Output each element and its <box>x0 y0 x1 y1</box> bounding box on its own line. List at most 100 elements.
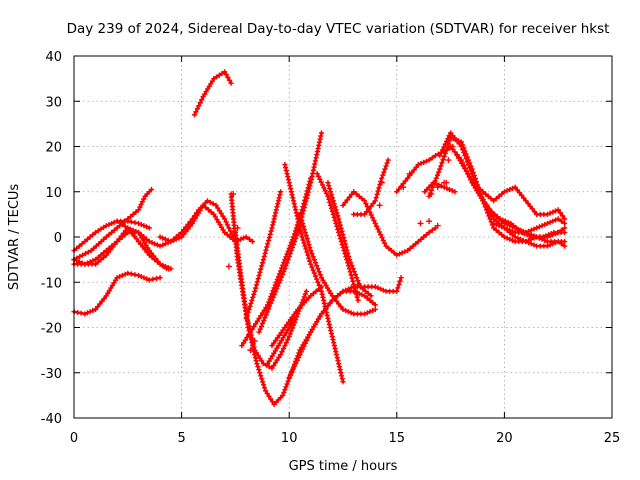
data-point-marker <box>78 310 84 316</box>
data-point-marker <box>336 229 342 236</box>
data-point-marker <box>552 208 559 214</box>
data-point-marker <box>101 295 107 302</box>
data-point-marker <box>317 176 323 182</box>
data-point-marker <box>340 231 346 238</box>
data-point-marker <box>529 206 535 212</box>
data-point-marker <box>302 340 308 346</box>
data-point-marker <box>306 186 312 192</box>
data-point-marker <box>219 70 225 77</box>
data-point-marker <box>87 309 93 315</box>
data-point-marker <box>335 293 341 299</box>
data-point-marker <box>248 300 254 306</box>
data-point-marker <box>355 297 361 303</box>
data-point-marker <box>290 322 297 328</box>
data-point-marker <box>517 236 524 242</box>
data-point-marker <box>434 184 441 191</box>
data-point-marker <box>256 329 262 335</box>
data-point-marker <box>486 207 492 213</box>
data-point-marker <box>283 384 289 390</box>
data-point-marker <box>103 223 109 229</box>
data-point-marker <box>306 332 312 338</box>
data-point-marker <box>316 269 322 275</box>
data-point-marker <box>144 236 150 242</box>
data-point-marker <box>333 298 340 304</box>
data-point-marker <box>301 240 307 246</box>
data-point-marker <box>361 293 368 299</box>
data-point-marker <box>303 198 309 204</box>
data-point-marker <box>279 271 286 278</box>
data-point-marker <box>528 227 534 233</box>
data-point-marker <box>99 298 105 304</box>
data-point-marker <box>328 330 335 337</box>
data-point-marker <box>247 347 254 354</box>
data-point-marker <box>544 220 551 227</box>
y-tick-label: -30 <box>41 367 62 382</box>
data-point-marker <box>331 339 337 346</box>
data-point-marker <box>368 212 374 218</box>
data-points <box>165 157 452 354</box>
data-point-marker <box>130 211 136 217</box>
data-point-marker <box>253 358 259 364</box>
data-point-marker <box>365 290 371 297</box>
data-point-marker <box>249 297 255 303</box>
data-point-marker <box>493 221 499 228</box>
data-point-marker <box>251 349 257 355</box>
data-point-marker <box>491 216 497 222</box>
data-point-marker <box>257 355 263 361</box>
data-point-marker <box>318 179 324 185</box>
data-point-marker <box>150 276 156 282</box>
data-point-marker <box>294 314 300 320</box>
data-point-marker <box>383 163 389 169</box>
data-point-marker <box>396 281 402 288</box>
data-point-marker <box>309 264 315 270</box>
data-point-marker <box>314 263 320 269</box>
data-point-marker <box>87 234 93 240</box>
data-point-marker <box>222 216 228 222</box>
data-point-marker <box>98 252 104 258</box>
data-point-marker <box>493 195 499 202</box>
data-point-marker <box>275 273 282 280</box>
data-point-marker <box>557 210 563 216</box>
data-point-marker <box>76 259 82 265</box>
data-point-marker <box>344 247 350 253</box>
data-point-marker <box>286 374 292 380</box>
data-point-marker <box>80 252 86 258</box>
data-point-marker <box>429 227 435 233</box>
data-point-marker <box>74 258 80 264</box>
data-point-marker <box>326 196 332 202</box>
data-point-marker <box>246 236 252 242</box>
data-point-marker <box>338 304 344 310</box>
data-point-marker <box>304 235 310 242</box>
data-point-marker <box>329 297 335 303</box>
data-point-marker <box>205 207 212 213</box>
data-point-marker <box>501 234 507 240</box>
data-point-marker <box>215 205 221 211</box>
data-point-marker <box>438 150 444 156</box>
data-point-marker <box>252 288 258 294</box>
data-point-marker <box>270 219 277 225</box>
data-point-marker <box>140 244 146 250</box>
data-point-marker <box>165 237 171 243</box>
data-point-marker <box>122 223 128 229</box>
data-point-marker <box>109 220 115 227</box>
data-point-marker <box>346 253 352 260</box>
data-point-marker <box>98 226 104 232</box>
data-point-marker <box>356 193 362 199</box>
data-point-marker <box>439 147 446 153</box>
data-point-marker <box>318 130 325 136</box>
data-point-marker <box>114 238 120 245</box>
data-point-marker <box>364 310 370 316</box>
data-point-marker <box>181 231 187 237</box>
data-point-marker <box>268 228 274 234</box>
data-point-marker <box>325 180 331 186</box>
data-point-marker <box>92 306 99 312</box>
data-point-marker <box>213 74 220 80</box>
data-point-marker <box>210 201 216 207</box>
data-point-marker <box>350 266 356 272</box>
data-point-marker <box>304 337 310 344</box>
data-point-marker <box>526 240 532 246</box>
data-point-marker <box>364 209 370 215</box>
data-point-marker <box>340 202 346 208</box>
data-point-marker <box>266 364 272 370</box>
data-point-marker <box>207 199 213 205</box>
